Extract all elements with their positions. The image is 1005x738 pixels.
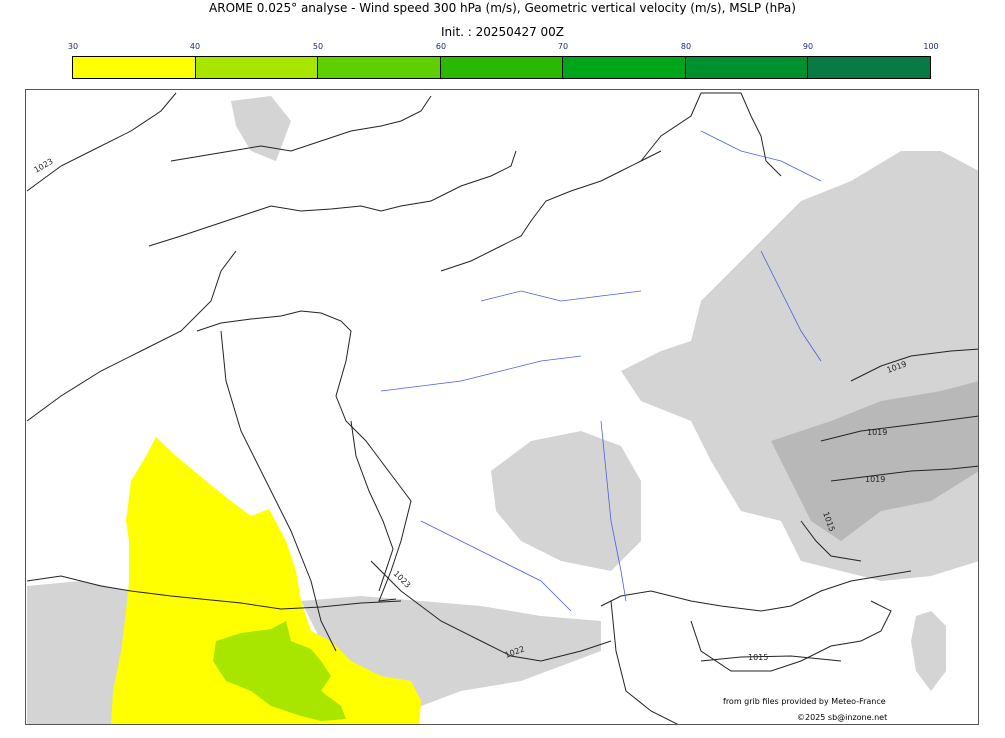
map-canvas: 1023 1023 1022 1019 1019 1019 1015 1015 … xyxy=(26,92,978,724)
init-time: Init. : 20250427 00Z xyxy=(440,25,565,39)
weather-map[interactable]: 1023 1023 1022 1019 1019 1019 1015 1015 … xyxy=(25,89,979,725)
shade-wales xyxy=(231,96,291,161)
chart-title: AROME 0.025° analyse - Wind speed 300 hP… xyxy=(209,1,796,15)
data-source-credit: from grib files provided by Meteo-France xyxy=(723,697,886,706)
colorbar-segment xyxy=(808,57,931,78)
coastlines xyxy=(26,92,912,724)
shade-corsica xyxy=(911,611,946,691)
colorbar-segment xyxy=(563,57,686,78)
colorbar-tick: 30 xyxy=(67,42,79,51)
isobars xyxy=(26,92,978,662)
colorbar-tick: 90 xyxy=(802,42,814,51)
colorbar-segment xyxy=(685,57,809,78)
isobar-label: 1019 xyxy=(867,428,887,437)
isobar-label: 1019 xyxy=(865,475,885,484)
shade-alps xyxy=(621,151,978,581)
shade-massif-central xyxy=(491,431,641,571)
isobar-label: 1015 xyxy=(748,653,768,662)
colorbar-segment xyxy=(440,57,564,78)
colorbar-tick: 70 xyxy=(557,42,569,51)
colorbar-tick: 60 xyxy=(435,42,447,51)
colorbar xyxy=(72,56,931,79)
isobar-label: 1023 xyxy=(33,157,55,175)
wind-30-40 xyxy=(111,437,421,724)
shade-spain xyxy=(27,581,131,724)
colorbar-tick: 80 xyxy=(680,42,692,51)
wind-speed-shading xyxy=(111,437,421,724)
wind-40-50 xyxy=(213,621,346,721)
rivers xyxy=(380,130,822,612)
colorbar-segment xyxy=(318,57,441,78)
shade-alps-dark xyxy=(771,381,978,541)
colorbar-tick: 50 xyxy=(312,42,324,51)
isobar-label: 1023 xyxy=(392,569,413,590)
colorbar-segment xyxy=(73,57,196,78)
colorbar-segment xyxy=(195,57,319,78)
copyright-credit: ©2025 sb@inzone.net xyxy=(797,713,888,722)
colorbar-tick: 40 xyxy=(189,42,201,51)
colorbar-tick: 100 xyxy=(923,42,939,51)
